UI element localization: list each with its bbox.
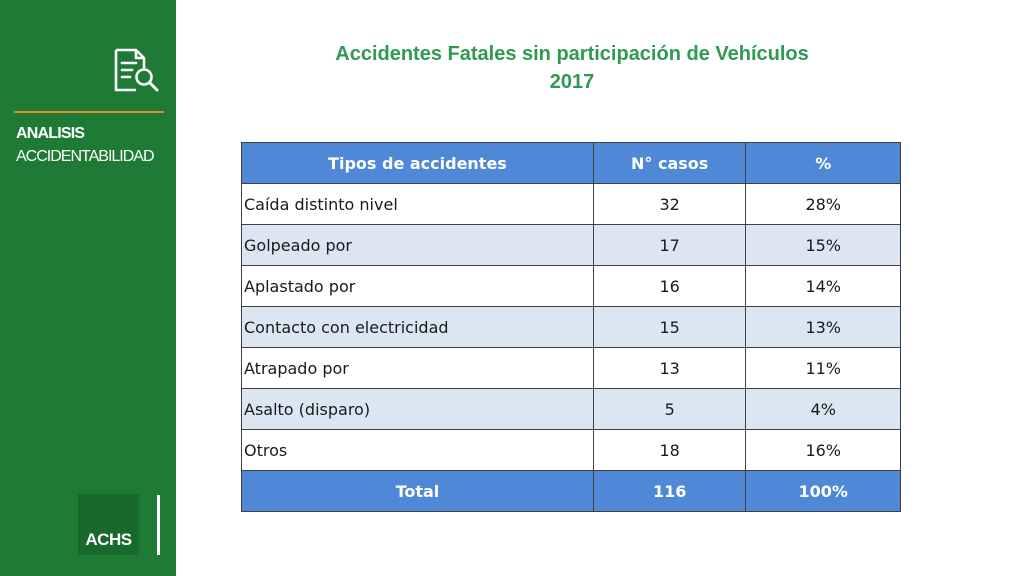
cell-cases: 16 (592, 265, 747, 307)
cell-pct: 4% (745, 388, 901, 430)
cell-cases: 17 (592, 224, 747, 266)
section-subtitle: ACCIDENTABILIDAD (16, 148, 155, 165)
table-row: Contacto con electricidad 15 13% (241, 306, 901, 348)
cell-pct: 11% (745, 347, 901, 389)
slide-title: Accidentes Fatales sin participación de … (292, 40, 852, 96)
cell-pct: 16% (745, 429, 901, 471)
document-search-icon (110, 46, 164, 96)
cell-pct: 13% (745, 306, 901, 348)
logo-bar (157, 495, 160, 555)
cell-type: Caída distinto nivel (241, 183, 594, 225)
table-row: Aplastado por 16 14% (241, 265, 901, 307)
cell-cases: 5 (592, 388, 747, 430)
slide-title-line2: 2017 (549, 71, 595, 93)
cell-pct: 14% (745, 265, 901, 307)
total-cases: 116 (592, 470, 747, 512)
header-cases: N° casos (592, 142, 747, 184)
table-header-row: Tipos de accidentes N° casos % (241, 142, 901, 184)
cell-type: Atrapado por (241, 347, 594, 389)
cell-cases: 18 (592, 429, 747, 471)
cell-type: Aplastado por (241, 265, 594, 307)
accidents-table: Tipos de accidentes N° casos % Caída dis… (241, 142, 901, 512)
cell-cases: 32 (592, 183, 747, 225)
slide-title-line1: Accidentes Fatales sin participación de … (335, 43, 809, 65)
total-label: Total (241, 470, 594, 512)
table-row: Atrapado por 13 11% (241, 347, 901, 389)
table-row: Golpeado por 17 15% (241, 224, 901, 266)
table-row: Otros 18 16% (241, 429, 901, 471)
cell-type: Contacto con electricidad (241, 306, 594, 348)
table-row: Caída distinto nivel 32 28% (241, 183, 901, 225)
table-total-row: Total 116 100% (241, 470, 901, 512)
cell-cases: 13 (592, 347, 747, 389)
section-title: ANALISIS (16, 125, 85, 142)
cell-type: Asalto (disparo) (241, 388, 594, 430)
header-type: Tipos de accidentes (241, 142, 594, 184)
achs-logo: ACHS (78, 494, 139, 555)
cell-type: Otros (241, 429, 594, 471)
cell-cases: 15 (592, 306, 747, 348)
sidebar-divider (14, 111, 164, 113)
cell-type: Golpeado por (241, 224, 594, 266)
achs-logo-text: ACHS (85, 530, 132, 549)
table-row: Asalto (disparo) 5 4% (241, 388, 901, 430)
cell-pct: 15% (745, 224, 901, 266)
sidebar: ANALISIS ACCIDENTABILIDAD ACHS (0, 0, 176, 576)
cell-pct: 28% (745, 183, 901, 225)
total-pct: 100% (745, 470, 901, 512)
header-pct: % (745, 142, 901, 184)
